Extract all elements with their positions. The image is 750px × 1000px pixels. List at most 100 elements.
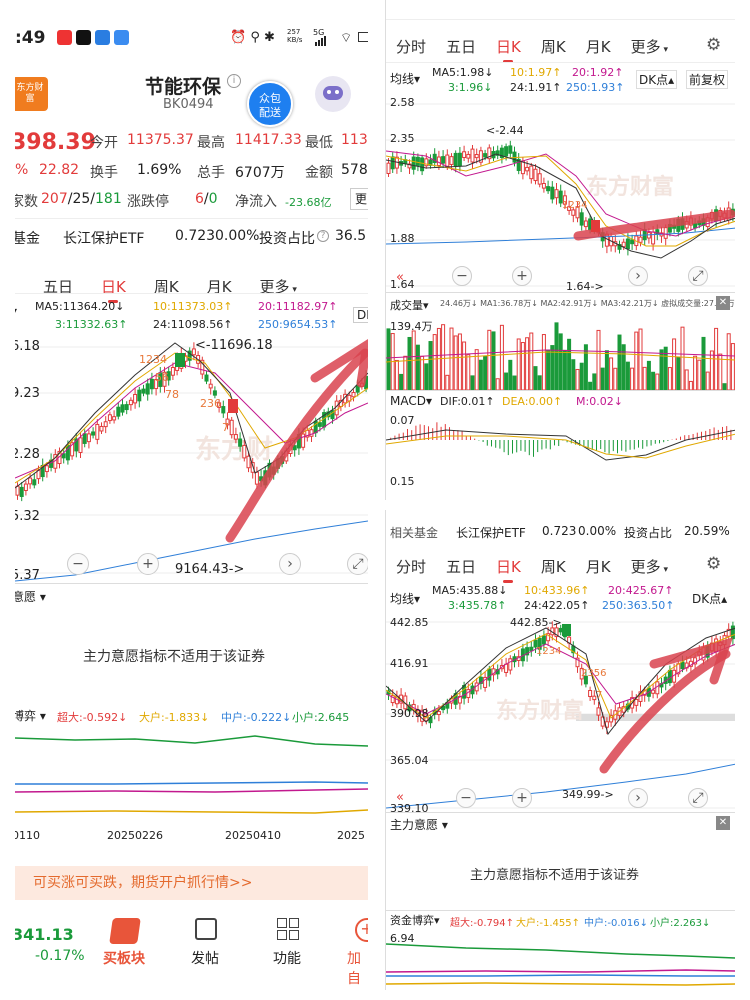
promo-banner[interactable]: 可买涨可买跌，期货开户抓行情>> <box>15 866 368 900</box>
macd-bar <box>549 440 551 450</box>
tab-monthly-k[interactable]: 月K <box>206 277 232 296</box>
ma10-label: 10:11373.03↑ <box>153 300 233 313</box>
tab-daily-k[interactable]: 日K <box>496 558 521 583</box>
zoom-out-button[interactable]: − <box>452 266 472 286</box>
next-button[interactable]: › <box>628 266 648 286</box>
line-type-dropdown[interactable]: 均线▾ <box>390 592 421 606</box>
candle <box>558 190 563 204</box>
fullscreen-button[interactable]: ⤢ <box>347 553 368 575</box>
tab-weekly-k[interactable]: 周K <box>153 277 179 296</box>
buy-sector-label[interactable]: 买板块 <box>103 951 145 967</box>
next-button[interactable]: › <box>628 788 648 808</box>
dk-button[interactable]: DK点▴ <box>692 592 728 606</box>
candle <box>242 444 247 459</box>
tab-weekly-k[interactable]: 周K <box>540 38 566 56</box>
y-axis-5: 339.10 <box>390 802 429 815</box>
tab-weekly-k[interactable]: 周K <box>540 558 566 576</box>
zoom-in-button[interactable]: + <box>512 266 532 286</box>
tab-five-day[interactable]: 五日 <box>43 277 74 296</box>
tab-more[interactable]: 更多 ▾ <box>630 38 668 56</box>
small-value: 小户:2.263↓ <box>650 918 711 929</box>
ratio-label: 投资占比 <box>259 231 315 247</box>
tab-five-day[interactable]: 五日 <box>446 38 477 56</box>
signal-icon <box>315 36 326 46</box>
robot-avatar-icon[interactable] <box>315 76 351 112</box>
game-chart <box>386 943 735 986</box>
settings-icon[interactable]: ⚙ <box>706 554 722 574</box>
tab-monthly-k[interactable]: 月K <box>585 558 611 576</box>
volume-bar <box>676 356 681 390</box>
adjust-button[interactable]: 前复权 <box>686 70 729 89</box>
functions-icon[interactable] <box>277 918 299 940</box>
macd-dropdown[interactable]: MACD▾ <box>390 394 433 408</box>
volume-bar <box>709 350 714 390</box>
close-sentiment-button[interactable]: ✕ <box>716 816 730 830</box>
next-button[interactable]: › <box>279 553 301 575</box>
add-watchlist-icon[interactable]: + <box>355 918 368 942</box>
status-time: :49 <box>15 28 46 48</box>
dk-button[interactable]: DK <box>353 307 368 323</box>
y-axis-2: 9.23 <box>15 386 40 401</box>
macd-bar <box>398 433 400 440</box>
info-icon[interactable]: i <box>227 74 241 88</box>
tab-monthly-k[interactable]: 月K <box>585 38 611 56</box>
fullscreen-button[interactable]: ⤢ <box>688 266 708 286</box>
sentiment-message: 主力意愿指标不适用于该证券 <box>83 649 265 665</box>
candle <box>588 689 593 698</box>
right-top-kline-chart[interactable]: 东方财富 1234 <box>386 96 735 292</box>
sentiment-label[interactable]: 主力意愿 ▾ <box>390 818 448 832</box>
game-label[interactable]: 博弈 ▾ <box>15 709 46 723</box>
candle <box>487 668 492 681</box>
app-logo[interactable]: 东方财富 <box>15 77 48 111</box>
tab-daily-k[interactable]: 日K <box>101 277 126 303</box>
line-type-dropdown[interactable]: 均线▾ <box>390 72 421 86</box>
tab-intraday[interactable]: 分时 <box>396 558 427 576</box>
fullscreen-button[interactable]: ⤢ <box>688 788 708 808</box>
scroll-left-button[interactable]: « <box>396 270 404 285</box>
right-bottom-kline-chart[interactable]: 东方财富 1234 2356 7 <box>386 614 735 810</box>
delivery-badge[interactable]: 众包 配送 <box>247 81 293 127</box>
line-type-dropdown[interactable]: ▾ <box>15 306 17 317</box>
zoom-out-button[interactable]: − <box>456 788 476 808</box>
fund-name[interactable]: 长江保护ETF <box>63 231 145 247</box>
buy-sector-icon[interactable] <box>109 918 141 944</box>
volume-dropdown[interactable]: 成交量▾ <box>390 299 429 312</box>
settings-icon[interactable]: ⚙ <box>706 35 722 55</box>
candle <box>246 455 251 469</box>
candle <box>474 154 479 159</box>
close-volume-button[interactable]: ✕ <box>716 296 730 310</box>
game-label[interactable]: 资金博弈▾ <box>390 914 440 927</box>
signal-marker <box>228 399 238 413</box>
scroll-left-button[interactable]: « <box>396 790 404 805</box>
small-value: 小户:2.645 <box>292 711 350 724</box>
macd-bar <box>625 440 627 452</box>
tab-more[interactable]: 更多 ▾ <box>630 558 668 576</box>
macd-bar <box>692 433 694 440</box>
functions-label[interactable]: 功能 <box>273 951 301 967</box>
candle <box>428 159 433 166</box>
tab-more[interactable]: 更多 ▾ <box>259 277 297 296</box>
ma20-label: 20:1.92↑ <box>572 66 624 79</box>
zoom-out-button[interactable]: − <box>67 553 89 575</box>
candle <box>508 145 513 154</box>
tab-five-day[interactable]: 五日 <box>446 558 477 576</box>
candle <box>575 206 580 219</box>
more-button[interactable]: 更 <box>350 188 368 210</box>
candle <box>726 628 731 637</box>
candle <box>550 186 555 200</box>
scroll-bar[interactable] <box>576 714 735 721</box>
tab-intraday[interactable]: 分时 <box>396 38 427 56</box>
tab-daily-k[interactable]: 日K <box>496 38 521 63</box>
fund-name[interactable]: 长江保护ETF <box>456 526 526 540</box>
post-label[interactable]: 发帖 <box>191 951 219 967</box>
post-icon[interactable] <box>195 918 217 940</box>
zoom-in-button[interactable]: + <box>512 788 532 808</box>
help-icon[interactable]: ? <box>317 230 329 242</box>
volume-bar <box>394 359 399 390</box>
candle <box>730 625 735 640</box>
add-watchlist-label[interactable]: 加自 <box>347 951 361 987</box>
dk-button[interactable]: DK点▴ <box>636 70 678 89</box>
zoom-in-button[interactable]: + <box>137 553 159 575</box>
sentiment-label[interactable]: 意愿 ▾ <box>15 590 46 604</box>
